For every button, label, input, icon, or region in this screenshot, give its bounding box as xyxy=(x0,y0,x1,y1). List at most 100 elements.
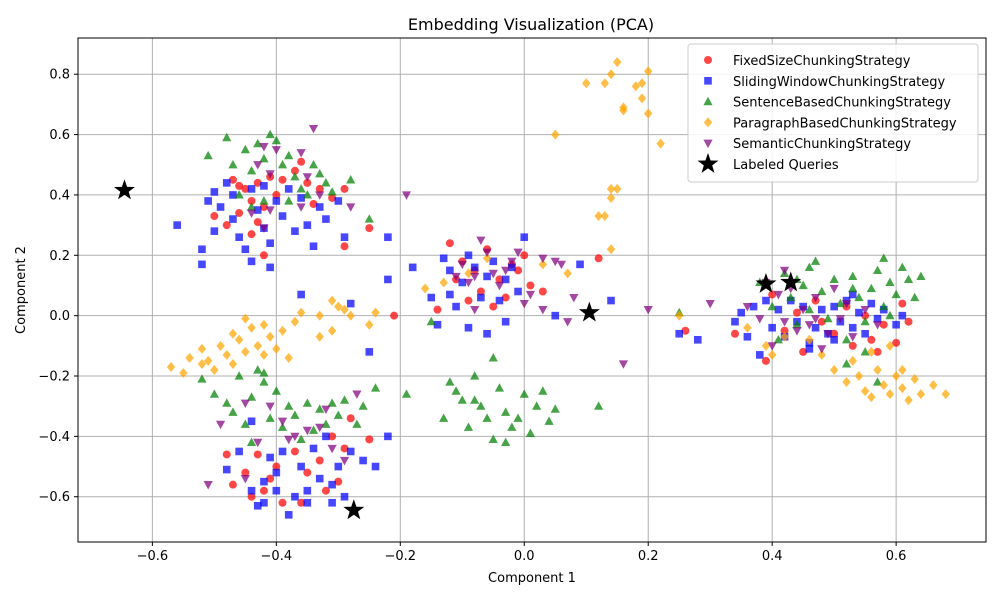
data-point xyxy=(315,423,325,433)
data-point xyxy=(290,432,300,442)
legend-marker xyxy=(704,77,712,85)
data-point xyxy=(644,66,653,77)
data-point xyxy=(352,390,362,399)
data-point xyxy=(867,299,876,308)
data-point xyxy=(470,272,480,282)
data-point xyxy=(848,333,858,342)
data-point xyxy=(730,329,739,338)
data-point xyxy=(848,341,857,350)
data-point xyxy=(768,323,776,332)
y-tick-label: 0.8 xyxy=(49,68,70,83)
data-point xyxy=(259,203,268,212)
data-point xyxy=(872,265,883,274)
data-point xyxy=(848,290,857,299)
data-point xyxy=(594,254,603,263)
data-point xyxy=(222,349,231,360)
data-point xyxy=(514,287,522,296)
data-point xyxy=(371,307,380,318)
data-point xyxy=(885,340,895,351)
data-point xyxy=(228,407,238,416)
data-point xyxy=(290,410,300,419)
y-tick-label: −0.6 xyxy=(38,490,70,505)
data-point xyxy=(235,447,243,456)
data-point xyxy=(879,253,889,262)
data-point xyxy=(235,181,244,190)
data-point xyxy=(830,335,838,344)
data-point xyxy=(247,196,256,205)
data-point xyxy=(445,239,454,248)
data-point xyxy=(272,197,281,205)
data-point xyxy=(210,212,219,221)
data-point xyxy=(773,290,783,300)
data-point xyxy=(315,456,324,465)
data-point xyxy=(854,292,864,302)
data-point xyxy=(476,287,485,296)
data-point xyxy=(259,153,269,163)
data-point xyxy=(538,254,548,264)
data-point xyxy=(302,190,312,199)
data-point xyxy=(606,183,616,194)
data-point xyxy=(203,150,213,160)
x-tick-label: −0.4 xyxy=(261,549,293,564)
data-point xyxy=(811,323,820,332)
data-point xyxy=(266,239,274,248)
data-point xyxy=(488,353,498,362)
data-point xyxy=(340,444,349,453)
data-point xyxy=(841,299,852,309)
data-point xyxy=(253,161,263,170)
data-point xyxy=(246,209,257,218)
data-point xyxy=(260,182,268,190)
data-point xyxy=(470,371,480,380)
data-point xyxy=(464,296,473,305)
data-point xyxy=(613,57,622,68)
data-point xyxy=(805,345,814,353)
data-point xyxy=(247,230,256,239)
data-point xyxy=(501,407,511,416)
data-point xyxy=(296,203,306,212)
data-point xyxy=(848,271,858,281)
data-point xyxy=(284,401,294,410)
data-point xyxy=(761,340,771,351)
data-point xyxy=(563,318,573,327)
data-point xyxy=(247,417,256,426)
data-point xyxy=(309,444,318,453)
data-point xyxy=(637,78,647,89)
data-point xyxy=(246,165,257,175)
data-point xyxy=(618,360,629,369)
data-point xyxy=(817,317,826,326)
data-point xyxy=(439,277,448,288)
data-point xyxy=(346,203,356,212)
data-point xyxy=(458,278,467,287)
data-point xyxy=(203,481,213,490)
data-point xyxy=(296,149,306,158)
data-point xyxy=(340,492,349,501)
data-point xyxy=(675,329,684,338)
data-point xyxy=(464,268,473,279)
data-point xyxy=(241,468,250,477)
data-point xyxy=(241,346,250,357)
data-point xyxy=(792,327,802,336)
legend-label: ParagraphBasedChunkingStrategy xyxy=(733,116,957,131)
data-point xyxy=(259,224,269,233)
data-point xyxy=(241,184,250,193)
series-1 xyxy=(173,179,907,519)
data-point xyxy=(358,401,368,410)
data-point xyxy=(526,281,535,290)
data-point xyxy=(898,299,907,308)
data-point xyxy=(675,310,684,321)
data-point xyxy=(328,193,337,202)
data-point xyxy=(210,188,219,196)
data-point xyxy=(829,284,839,294)
data-point xyxy=(513,248,523,258)
data-point xyxy=(823,330,833,339)
data-point xyxy=(768,290,777,299)
data-point xyxy=(606,192,616,203)
data-point xyxy=(339,456,350,466)
data-point xyxy=(302,173,312,182)
data-point xyxy=(265,331,275,342)
data-point xyxy=(309,199,318,208)
data-point xyxy=(867,392,876,403)
data-point xyxy=(290,166,299,175)
legend-marker xyxy=(703,139,713,148)
data-point xyxy=(501,266,511,276)
